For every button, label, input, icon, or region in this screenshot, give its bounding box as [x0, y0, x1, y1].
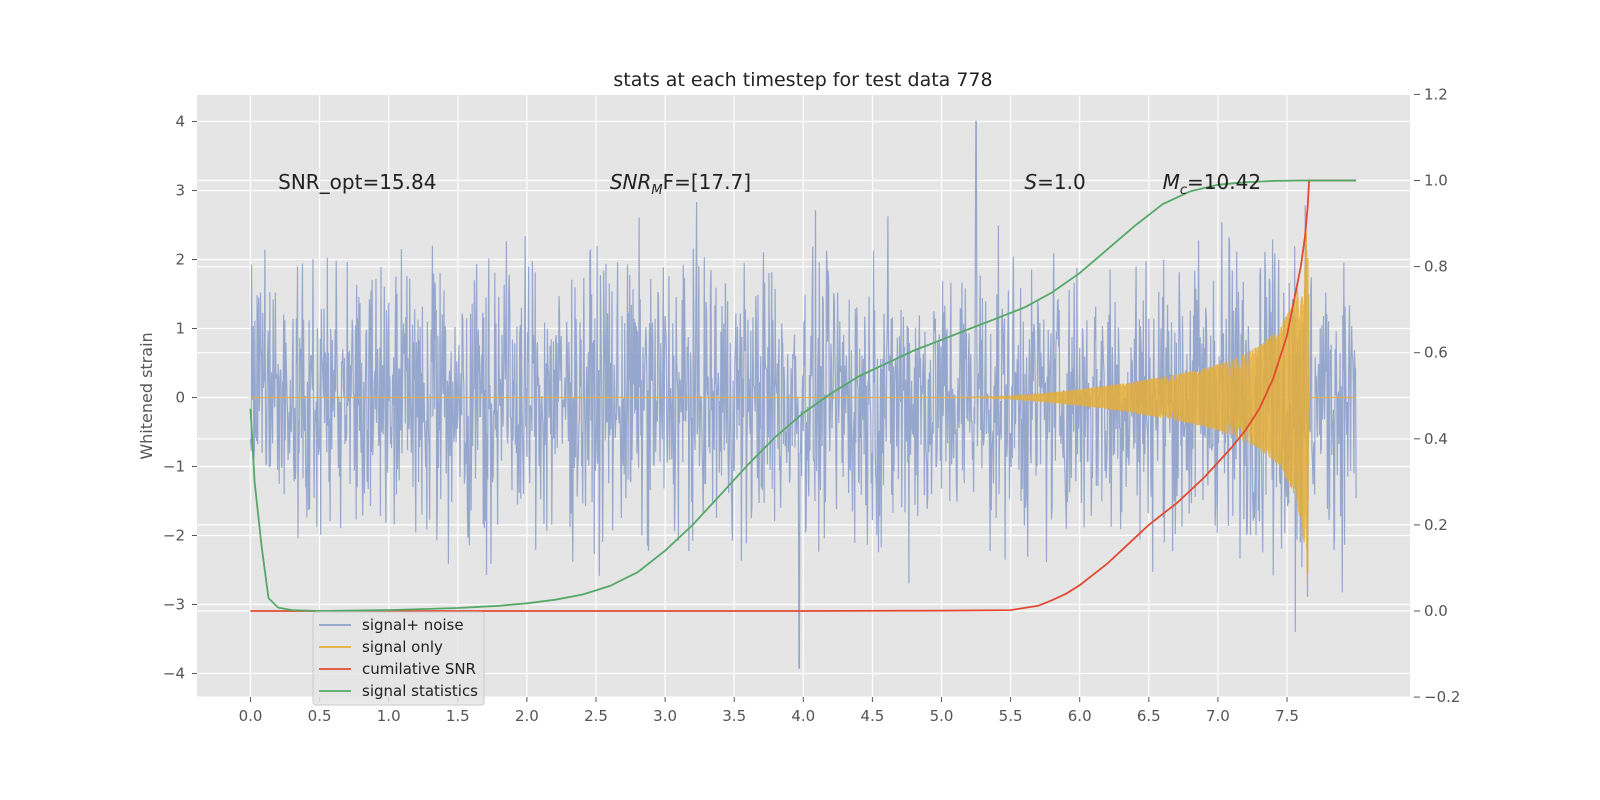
- legend-label-1: signal only: [362, 638, 443, 656]
- x-tick-label-8: 4.0: [791, 707, 815, 725]
- x-tick-label-3: 1.5: [446, 707, 470, 725]
- legend-box: [312, 611, 485, 706]
- chart-title: stats at each timestep for test data 778: [613, 69, 992, 91]
- annotation-1: SNRMF=[17.7]: [610, 170, 751, 198]
- x-tick-label-0: 0.0: [239, 707, 263, 725]
- x-tick-label-1: 0.5: [308, 707, 332, 725]
- x-tick-label-2: 1.0: [377, 707, 401, 725]
- x-tick-label-15: 7.5: [1275, 707, 1299, 725]
- legend: signal+ noise signal only cumilative SNR si…: [312, 611, 485, 706]
- x-tick-label-6: 3.0: [653, 707, 677, 725]
- legend-label-2: cumilative SNR: [362, 660, 476, 678]
- y-right-tick-label-1: 0.0: [1424, 602, 1448, 620]
- legend-label-3: signal statistics: [362, 682, 478, 700]
- y-tick-label-7: 3: [175, 182, 185, 200]
- x-tick-label-9: 4.5: [860, 707, 884, 725]
- x-tick-label-13: 6.5: [1137, 707, 1161, 725]
- x-tick-label-11: 5.5: [999, 707, 1023, 725]
- x-tick-label-10: 5.0: [930, 707, 954, 725]
- line-signal-only: [250, 229, 1357, 586]
- y-axis-right: −0.2 0.0 0.2 0.4 0.6 0.8 1.0 1.2: [1414, 85, 1460, 706]
- y-right-tick-label-3: 0.4: [1424, 430, 1448, 448]
- y-right-tick-label-4: 0.6: [1424, 344, 1448, 362]
- y-axis-label: Whitened strain: [137, 332, 156, 459]
- x-tick-label-7: 3.5: [722, 707, 746, 725]
- y-tick-label-6: 2: [175, 251, 185, 269]
- annotation-2: S=1.0: [1024, 170, 1085, 194]
- y-tick-label-1: −3: [163, 596, 185, 614]
- x-tick-label-5: 2.5: [584, 707, 608, 725]
- y-axis-left: −4 −3 −2 −1 0 1 2 3 4: [163, 113, 197, 683]
- y-tick-label-4: 0: [175, 389, 185, 407]
- y-right-tick-label-6: 1.0: [1424, 172, 1448, 190]
- y-tick-label-8: 4: [175, 113, 185, 131]
- y-tick-label-0: −4: [163, 665, 185, 683]
- y-tick-label-2: −2: [163, 527, 185, 545]
- annotations: SNR_opt=15.84 SNRMF=[17.7] S=1.0 Mc=10.42: [278, 170, 1261, 198]
- y-right-tick-label-2: 0.2: [1424, 516, 1448, 534]
- y-right-tick-label-7: 1.2: [1424, 85, 1448, 103]
- x-tick-label-4: 2.0: [515, 707, 539, 725]
- y-tick-label-3: −1: [163, 458, 185, 476]
- line-cumilative-snr: [250, 179, 1357, 612]
- legend-label-0: signal+ noise: [362, 616, 464, 634]
- y-right-tick-label-0: −0.2: [1424, 688, 1460, 706]
- x-axis: 0.0 0.5 1.0 1.5 2.0 2.5 3.0 3.5 4.0 4.5 5.0 5.5 6.0 6…: [239, 697, 1299, 725]
- annotation-0: SNR_opt=15.84: [278, 170, 436, 194]
- y-right-tick-label-5: 0.8: [1424, 258, 1448, 276]
- annotation-3: Mc=10.42: [1163, 170, 1261, 198]
- series-signal-only: [250, 229, 1357, 586]
- x-tick-label-14: 7.0: [1206, 707, 1230, 725]
- line-signal-statistics: [249, 179, 1357, 612]
- x-tick-label-12: 6.0: [1068, 707, 1092, 725]
- right-axis-series: [249, 179, 1357, 612]
- y-tick-label-5: 1: [175, 320, 185, 338]
